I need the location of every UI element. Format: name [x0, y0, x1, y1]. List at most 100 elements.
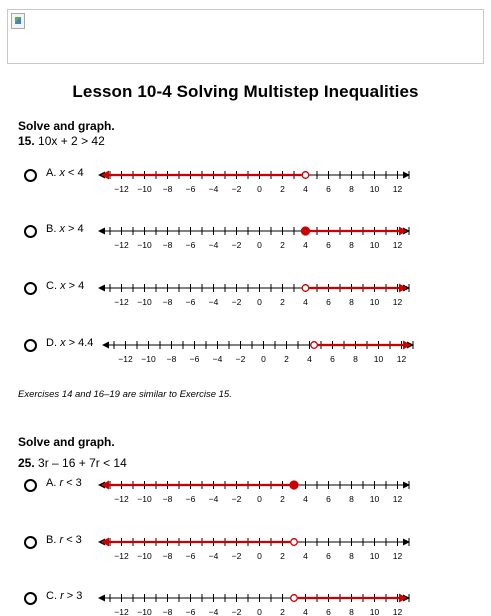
answer-radio[interactable] — [24, 479, 37, 492]
tick-label: 6 — [326, 551, 331, 561]
choice-letter: B. — [46, 223, 57, 235]
tick-label: 4 — [303, 494, 308, 504]
tick-label: −10 — [137, 184, 152, 194]
answer-label: D. x > 4.4 — [46, 337, 93, 349]
axis-left-arrow — [102, 341, 109, 349]
solution-arrowhead — [101, 170, 109, 180]
tick-label: 8 — [349, 607, 354, 616]
tick-label: 4 — [303, 297, 308, 307]
answer-radio[interactable] — [24, 169, 37, 182]
tick-label: 8 — [353, 354, 358, 364]
solution-arrowhead — [403, 340, 411, 350]
tick-label: 6 — [326, 607, 331, 616]
choice-variable: x — [60, 280, 66, 292]
tick-label: 12 — [393, 184, 403, 194]
choice-letter: C. — [46, 280, 57, 292]
tick-label: −10 — [137, 240, 152, 250]
tick-label: 8 — [349, 240, 354, 250]
choice-variable: r — [60, 590, 64, 602]
axis-left-arrow — [98, 284, 105, 292]
tick-label: 2 — [280, 240, 285, 250]
tick-label: −10 — [137, 607, 152, 616]
tick-label: 4 — [303, 184, 308, 194]
tick-label: −4 — [213, 354, 223, 364]
tick-label: 0 — [257, 240, 262, 250]
tick-label: −8 — [163, 184, 173, 194]
problem-statement: 25. 3r – 16 + 7r < 14 — [18, 456, 127, 470]
tick-label: 2 — [280, 551, 285, 561]
choice-relation: > 4 — [68, 280, 85, 292]
answer-label: B. r < 3 — [46, 534, 82, 546]
tick-label: 12 — [393, 494, 403, 504]
tick-label: −10 — [141, 354, 156, 364]
number-line: −12 −10 −8 −6 −4 −2 0 2 4 6 8 10 12 — [98, 226, 410, 250]
tick-label: −4 — [209, 184, 219, 194]
tick-label: −4 — [209, 551, 219, 561]
choice-relation: < 4 — [68, 167, 84, 179]
choice-relation: > 4 — [68, 223, 84, 235]
choice-letter: A. — [46, 167, 57, 179]
tick-label: 4 — [303, 607, 308, 616]
section-heading: Solve and graph. — [18, 119, 115, 133]
open-endpoint — [301, 171, 310, 179]
axis-right-arrow — [403, 481, 410, 489]
tick-label: 8 — [349, 551, 354, 561]
section-heading: Solve and graph. — [18, 435, 115, 449]
tick-label: −8 — [163, 494, 173, 504]
tick-label: 2 — [284, 354, 289, 364]
tick-label: −2 — [232, 551, 242, 561]
problem-number: 15. — [18, 134, 35, 148]
tick-label: −8 — [163, 551, 173, 561]
open-endpoint — [290, 594, 298, 602]
tick-label: 12 — [393, 240, 403, 250]
tick-label: −4 — [209, 297, 219, 307]
answer-label: B. x > 4 — [46, 223, 84, 235]
tick-label: −4 — [209, 607, 219, 616]
tick-label: −2 — [232, 297, 242, 307]
tick-label: −10 — [137, 551, 152, 561]
closed-endpoint — [289, 480, 299, 490]
tick-label: −6 — [186, 551, 196, 561]
tick-label: 0 — [257, 494, 262, 504]
choice-variable: r — [59, 477, 64, 489]
tick-label: −2 — [232, 607, 242, 616]
tick-label: −12 — [114, 297, 129, 307]
tick-label: −12 — [118, 354, 133, 364]
tick-label: 0 — [257, 297, 262, 307]
answer-radio[interactable] — [24, 225, 37, 238]
open-endpoint — [290, 538, 298, 546]
broken-image-icon — [11, 13, 25, 29]
solution-arrowhead — [399, 283, 407, 293]
axis-right-arrow — [403, 171, 410, 179]
choice-variable: x — [59, 223, 65, 235]
tick-label: −2 — [232, 240, 242, 250]
tick-label: 2 — [280, 607, 285, 616]
answer-radio[interactable] — [24, 536, 37, 549]
solution-arrowhead — [101, 537, 109, 547]
tick-label: 6 — [326, 297, 331, 307]
tick-label: 12 — [393, 551, 403, 561]
tick-label: −6 — [190, 354, 200, 364]
answer-label: A. x < 4 — [46, 167, 84, 179]
choice-relation: < 3 — [66, 534, 82, 546]
number-line: −12 −10 −8 −6 −4 −2 0 2 4 6 8 10 12 — [98, 593, 410, 616]
choice-variable: x — [59, 167, 65, 179]
tick-label: 6 — [330, 354, 335, 364]
tick-label: 6 — [326, 240, 331, 250]
answer-radio[interactable] — [24, 282, 37, 295]
tick-label: −10 — [137, 297, 152, 307]
exercise-note: Exercises 14 and 16–19 are similar to Ex… — [18, 389, 232, 400]
answer-radio[interactable] — [24, 339, 37, 352]
problem-text: 3r – 16 + 7r < 14 — [38, 456, 127, 470]
answer-label: C. x > 4 — [46, 280, 84, 292]
tick-label: 2 — [280, 297, 285, 307]
tick-label: −12 — [114, 551, 129, 561]
open-endpoint — [310, 341, 319, 349]
tick-label: −8 — [163, 607, 173, 616]
tick-label: 0 — [261, 354, 266, 364]
tick-label: −6 — [186, 607, 196, 616]
tick-label: 8 — [349, 184, 354, 194]
broken-image-placeholder — [7, 9, 484, 64]
tick-label: 6 — [326, 494, 331, 504]
problem-statement: 15. 10x + 2 > 42 — [18, 134, 105, 148]
